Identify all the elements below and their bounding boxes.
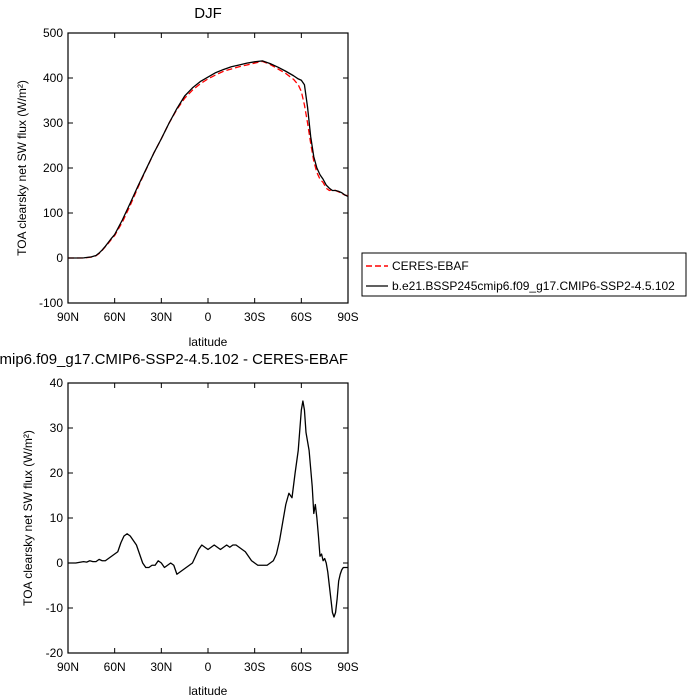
bottom-x-axis-label: latitude [189, 684, 228, 698]
top-series-group [68, 60, 349, 259]
series-line-0 [68, 400, 348, 618]
x-tick-label: 30N [150, 310, 172, 324]
x-tick-label: 30S [244, 660, 265, 674]
y-tick-label: 0 [56, 556, 63, 570]
y-tick-label: 0 [56, 251, 63, 265]
x-tick-label: 60N [104, 310, 126, 324]
y-tick-label: 400 [43, 71, 63, 85]
y-tick-label: 100 [43, 206, 63, 220]
x-tick-label: 90N [57, 660, 79, 674]
y-tick-label: 20 [50, 466, 64, 480]
top-y-axis: -100 0 100 200 300 400 500 [39, 26, 348, 310]
y-tick-label: 200 [43, 161, 63, 175]
y-tick-label: 500 [43, 26, 63, 40]
x-tick-label: 60S [291, 660, 312, 674]
series-line-1 [68, 60, 349, 259]
x-tick-label: 30S [244, 310, 265, 324]
top-y-axis-label: TOA clearsky net SW flux (W/m²) [15, 80, 29, 256]
bottom-y-axis: -20 -10 0 10 20 30 40 [46, 376, 348, 660]
y-tick-label: 300 [43, 116, 63, 130]
top-panel: DJF -100 0 100 200 300 400 500 90N 60N 30N 0 30S 60… [15, 5, 687, 349]
y-tick-label: 10 [50, 511, 64, 525]
y-tick-label: -20 [46, 646, 64, 660]
bottom-panel: 1.BSSP245cmip6.f09_g17.CMIP6-SSP2-4.5.10… [0, 351, 359, 698]
top-x-axis: 90N 60N 30N 0 30S 60S 90S [57, 33, 359, 324]
x-tick-label: 60S [291, 310, 312, 324]
x-tick-label: 90S [337, 660, 358, 674]
bottom-chart-title: 1.BSSP245cmip6.f09_g17.CMIP6-SSP2-4.5.10… [0, 351, 348, 368]
legend: CERES-EBAF b.e21.BSSP245cmip6.f09_g17.CM… [361, 252, 687, 297]
y-tick-label: -100 [39, 296, 63, 310]
legend-label-ceres: CERES-EBAF [392, 259, 469, 273]
x-tick-label: 90N [57, 310, 79, 324]
y-tick-label: -10 [46, 601, 64, 615]
x-tick-label: 30N [150, 660, 172, 674]
bottom-series-group [68, 400, 348, 618]
legend-box [361, 252, 687, 297]
top-x-axis-label: latitude [189, 335, 228, 349]
top-plot-frame [67, 32, 349, 304]
series-line-0 [68, 60, 349, 259]
y-tick-label: 40 [50, 376, 64, 390]
x-tick-label: 0 [205, 660, 212, 674]
y-tick-label: 30 [50, 421, 64, 435]
x-tick-label: 60N [104, 660, 126, 674]
top-chart-title: DJF [194, 5, 222, 22]
x-tick-label: 90S [337, 310, 358, 324]
bottom-y-axis-label: TOA clearsky net SW flux (W/m²) [21, 430, 35, 606]
legend-label-model: b.e21.BSSP245cmip6.f09_g17.CMIP6-SSP2-4.… [392, 279, 675, 293]
x-tick-label: 0 [205, 310, 212, 324]
bottom-x-axis: 90N 60N 30N 0 30S 60S 90S [57, 383, 359, 674]
